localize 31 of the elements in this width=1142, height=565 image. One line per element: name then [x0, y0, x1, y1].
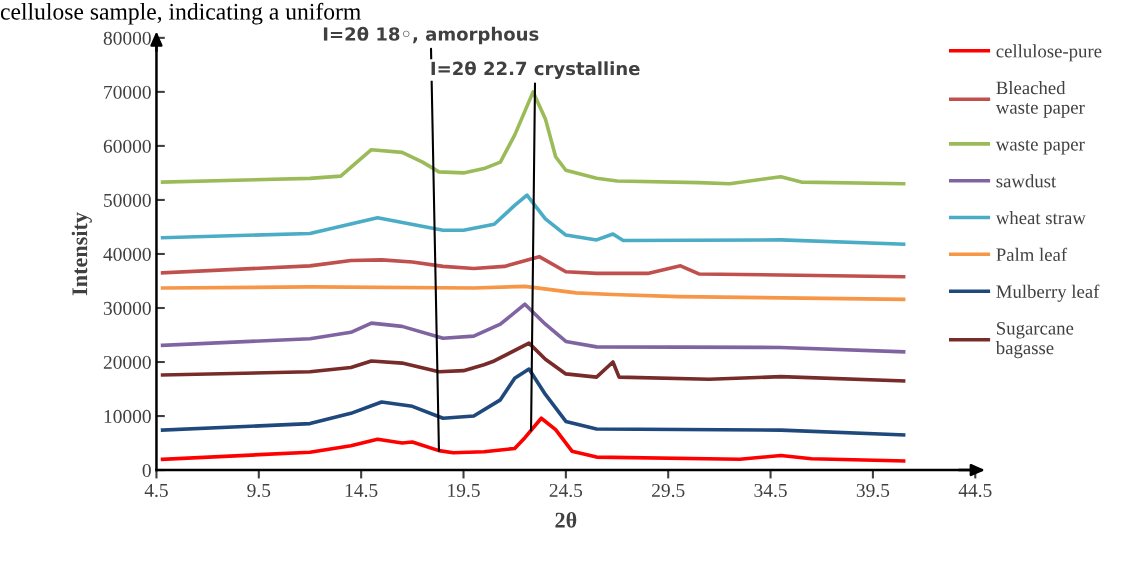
- legend-label: cellulose-pure: [996, 44, 1102, 62]
- legend-label: wheat straw: [995, 211, 1086, 225]
- legend-label: waste paper: [995, 139, 1085, 155]
- annotation: I=2θ 22.7 crystalline: [431, 61, 640, 79]
- y-tick-label: 50000: [104, 193, 151, 207]
- x-tick-label: 14.5: [345, 483, 378, 498]
- y-tick-label: 30000: [103, 301, 151, 315]
- y-tick-label: 70000: [104, 85, 151, 99]
- x-tick-label: 44.5: [958, 483, 992, 498]
- legend-label: Mulberry leaf: [996, 284, 1100, 302]
- y-tick-label: 20000: [103, 355, 151, 369]
- x-tick-label: 39.5: [856, 483, 890, 498]
- y-tick-label: 10000: [104, 409, 151, 423]
- x-tick-label: 24.5: [549, 483, 583, 498]
- y-axis-title: Intensity: [71, 212, 92, 296]
- x-tick-label: 29.5: [652, 483, 685, 498]
- x-tick-label: 9.5: [247, 483, 271, 498]
- legend-label: Sugarcane bagasse: [995, 322, 1074, 359]
- annotation: I=2θ 18◦, amorphous: [323, 26, 539, 45]
- y-tick-label: 60000: [103, 139, 151, 153]
- y-tick-label: 0: [142, 463, 151, 478]
- x-tick-label: 4.5: [144, 483, 168, 498]
- legend-label: Palm leaf: [996, 247, 1068, 262]
- x-tick-label: 19.5: [448, 483, 480, 498]
- x-axis-title: 2θ: [555, 511, 577, 528]
- text: cellulose sample, indicating a uniform: [0, 2, 361, 25]
- y-tick-label: 40000: [103, 247, 151, 261]
- legend-label: sawdust: [996, 174, 1057, 188]
- x-tick-label: 34.5: [754, 483, 787, 498]
- y-tick-label: 80000: [103, 31, 151, 45]
- legend-label: Bleached waste paper: [995, 81, 1085, 118]
